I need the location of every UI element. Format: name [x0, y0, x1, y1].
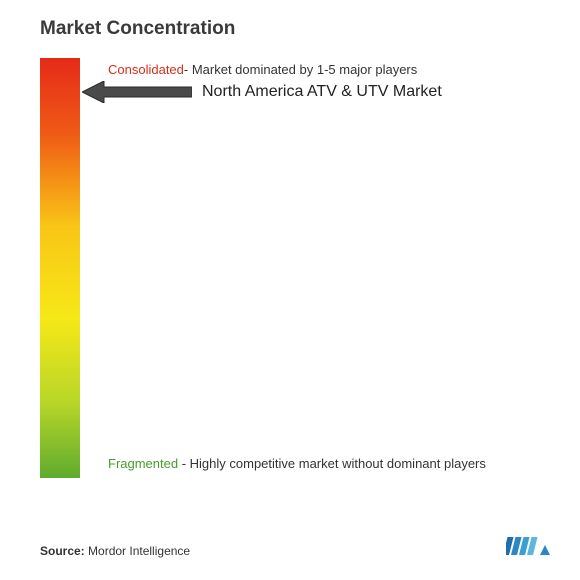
consolidated-term: Consolidated [108, 62, 184, 77]
consolidated-label: Consolidated- Market dominated by 1-5 ma… [108, 61, 417, 79]
fragmented-label: Fragmented - Highly competitive market w… [108, 454, 486, 475]
market-name-label: North America ATV & UTV Market [202, 83, 442, 101]
fragmented-desc: - Highly competitive market without domi… [178, 456, 486, 471]
concentration-diagram: Consolidated- Market dominated by 1-5 ma… [40, 58, 550, 498]
fragmented-term: Fragmented [108, 456, 178, 471]
source-value: Mordor Intelligence [88, 544, 190, 558]
mordor-logo-icon [506, 535, 550, 562]
market-marker: North America ATV & UTV Market [82, 81, 442, 103]
concentration-gradient-bar [40, 58, 80, 478]
consolidated-desc: - Market dominated by 1-5 major players [184, 62, 417, 77]
source-attribution: Source: Mordor Intelligence [40, 544, 190, 558]
page-title: Market Concentration [40, 18, 550, 40]
arrow-left-icon [82, 81, 192, 103]
source-label: Source: [40, 544, 85, 558]
